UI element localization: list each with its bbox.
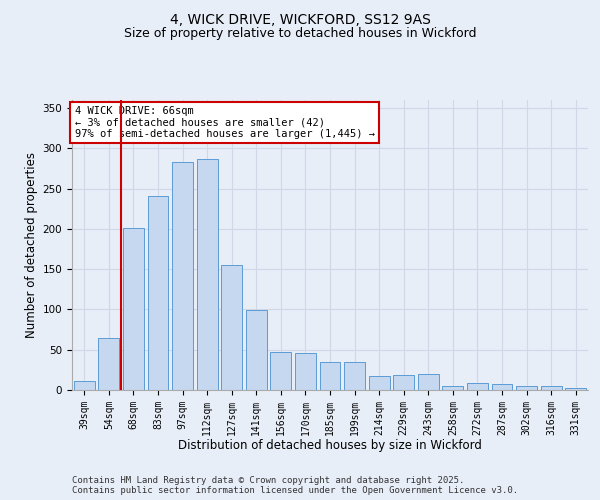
Bar bbox=[221, 265, 242, 390]
Bar bbox=[393, 374, 414, 390]
X-axis label: Distribution of detached houses by size in Wickford: Distribution of detached houses by size … bbox=[178, 439, 482, 452]
Bar bbox=[123, 228, 144, 390]
Bar bbox=[197, 159, 218, 390]
Bar bbox=[565, 388, 586, 390]
Bar bbox=[74, 381, 95, 390]
Bar bbox=[295, 353, 316, 390]
Bar bbox=[320, 362, 340, 390]
Bar bbox=[442, 386, 463, 390]
Bar bbox=[368, 376, 389, 390]
Bar bbox=[516, 386, 537, 390]
Bar bbox=[344, 362, 365, 390]
Text: Size of property relative to detached houses in Wickford: Size of property relative to detached ho… bbox=[124, 28, 476, 40]
Bar bbox=[271, 352, 292, 390]
Bar bbox=[246, 310, 267, 390]
Bar bbox=[467, 383, 488, 390]
Text: Contains HM Land Registry data © Crown copyright and database right 2025.
Contai: Contains HM Land Registry data © Crown c… bbox=[72, 476, 518, 495]
Text: 4, WICK DRIVE, WICKFORD, SS12 9AS: 4, WICK DRIVE, WICKFORD, SS12 9AS bbox=[170, 12, 430, 26]
Bar bbox=[541, 386, 562, 390]
Y-axis label: Number of detached properties: Number of detached properties bbox=[25, 152, 38, 338]
Bar bbox=[172, 162, 193, 390]
Bar bbox=[491, 384, 512, 390]
Bar bbox=[148, 196, 169, 390]
Bar bbox=[418, 374, 439, 390]
Bar bbox=[98, 338, 119, 390]
Text: 4 WICK DRIVE: 66sqm
← 3% of detached houses are smaller (42)
97% of semi-detache: 4 WICK DRIVE: 66sqm ← 3% of detached hou… bbox=[74, 106, 374, 139]
